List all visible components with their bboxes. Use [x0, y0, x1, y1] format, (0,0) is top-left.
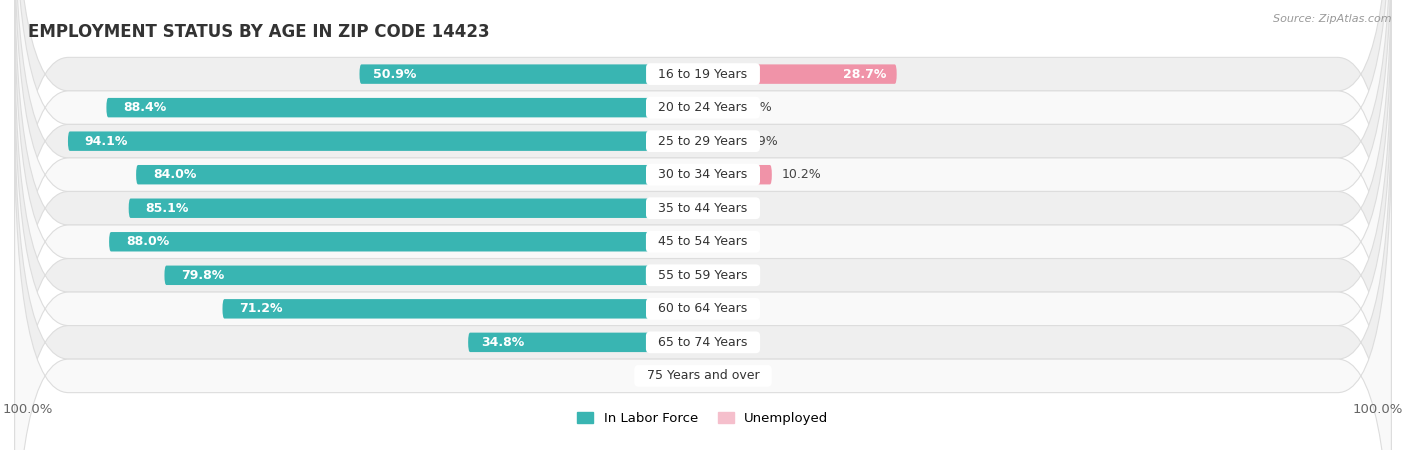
FancyBboxPatch shape	[222, 299, 703, 319]
Text: 35 to 44 Years: 35 to 44 Years	[651, 202, 755, 215]
FancyBboxPatch shape	[14, 0, 1392, 426]
Text: 50.9%: 50.9%	[373, 68, 416, 81]
Text: 94.1%: 94.1%	[84, 135, 128, 148]
FancyBboxPatch shape	[14, 91, 1392, 450]
Text: 1.5%: 1.5%	[651, 369, 683, 382]
FancyBboxPatch shape	[67, 131, 703, 151]
Text: 84.0%: 84.0%	[153, 168, 197, 181]
Text: 4.1%: 4.1%	[741, 101, 772, 114]
Text: 0.0%: 0.0%	[713, 369, 745, 382]
Text: 1.3%: 1.3%	[721, 235, 754, 248]
Text: 25 to 29 Years: 25 to 29 Years	[651, 135, 755, 148]
FancyBboxPatch shape	[703, 64, 897, 84]
Text: 79.8%: 79.8%	[181, 269, 225, 282]
Text: 75 Years and over: 75 Years and over	[638, 369, 768, 382]
Text: 55 to 59 Years: 55 to 59 Years	[650, 269, 756, 282]
FancyBboxPatch shape	[14, 24, 1392, 450]
Text: 45 to 54 Years: 45 to 54 Years	[651, 235, 755, 248]
Text: 60 to 64 Years: 60 to 64 Years	[651, 302, 755, 315]
FancyBboxPatch shape	[14, 0, 1392, 359]
Text: 88.0%: 88.0%	[127, 235, 169, 248]
Text: Source: ZipAtlas.com: Source: ZipAtlas.com	[1274, 14, 1392, 23]
FancyBboxPatch shape	[703, 98, 731, 117]
FancyBboxPatch shape	[703, 131, 737, 151]
Text: 0.0%: 0.0%	[713, 269, 745, 282]
Text: 85.1%: 85.1%	[146, 202, 188, 215]
FancyBboxPatch shape	[107, 98, 703, 117]
FancyBboxPatch shape	[136, 165, 703, 184]
FancyBboxPatch shape	[14, 124, 1392, 450]
Text: 71.2%: 71.2%	[239, 302, 283, 315]
FancyBboxPatch shape	[14, 0, 1392, 393]
Text: 65 to 74 Years: 65 to 74 Years	[651, 336, 755, 349]
Text: 1.6%: 1.6%	[724, 202, 755, 215]
Text: 20 to 24 Years: 20 to 24 Years	[651, 101, 755, 114]
Text: 10.2%: 10.2%	[782, 168, 821, 181]
Text: 2.3%: 2.3%	[728, 302, 761, 315]
Text: 34.8%: 34.8%	[482, 336, 524, 349]
FancyBboxPatch shape	[693, 366, 703, 386]
FancyBboxPatch shape	[14, 0, 1392, 326]
FancyBboxPatch shape	[14, 57, 1392, 450]
FancyBboxPatch shape	[14, 0, 1392, 450]
FancyBboxPatch shape	[14, 0, 1392, 450]
Text: 88.4%: 88.4%	[124, 101, 166, 114]
FancyBboxPatch shape	[703, 299, 718, 319]
Text: 30 to 34 Years: 30 to 34 Years	[651, 168, 755, 181]
FancyBboxPatch shape	[165, 266, 703, 285]
FancyBboxPatch shape	[468, 333, 703, 352]
Text: 4.9%: 4.9%	[747, 135, 778, 148]
Text: 16 to 19 Years: 16 to 19 Years	[651, 68, 755, 81]
Text: 0.0%: 0.0%	[713, 336, 745, 349]
FancyBboxPatch shape	[129, 198, 703, 218]
FancyBboxPatch shape	[703, 165, 772, 184]
FancyBboxPatch shape	[703, 232, 711, 252]
FancyBboxPatch shape	[360, 64, 703, 84]
FancyBboxPatch shape	[110, 232, 703, 252]
Text: 28.7%: 28.7%	[844, 68, 887, 81]
Legend: In Labor Force, Unemployed: In Labor Force, Unemployed	[572, 407, 834, 431]
Text: EMPLOYMENT STATUS BY AGE IN ZIP CODE 14423: EMPLOYMENT STATUS BY AGE IN ZIP CODE 144…	[28, 23, 489, 41]
FancyBboxPatch shape	[703, 198, 714, 218]
